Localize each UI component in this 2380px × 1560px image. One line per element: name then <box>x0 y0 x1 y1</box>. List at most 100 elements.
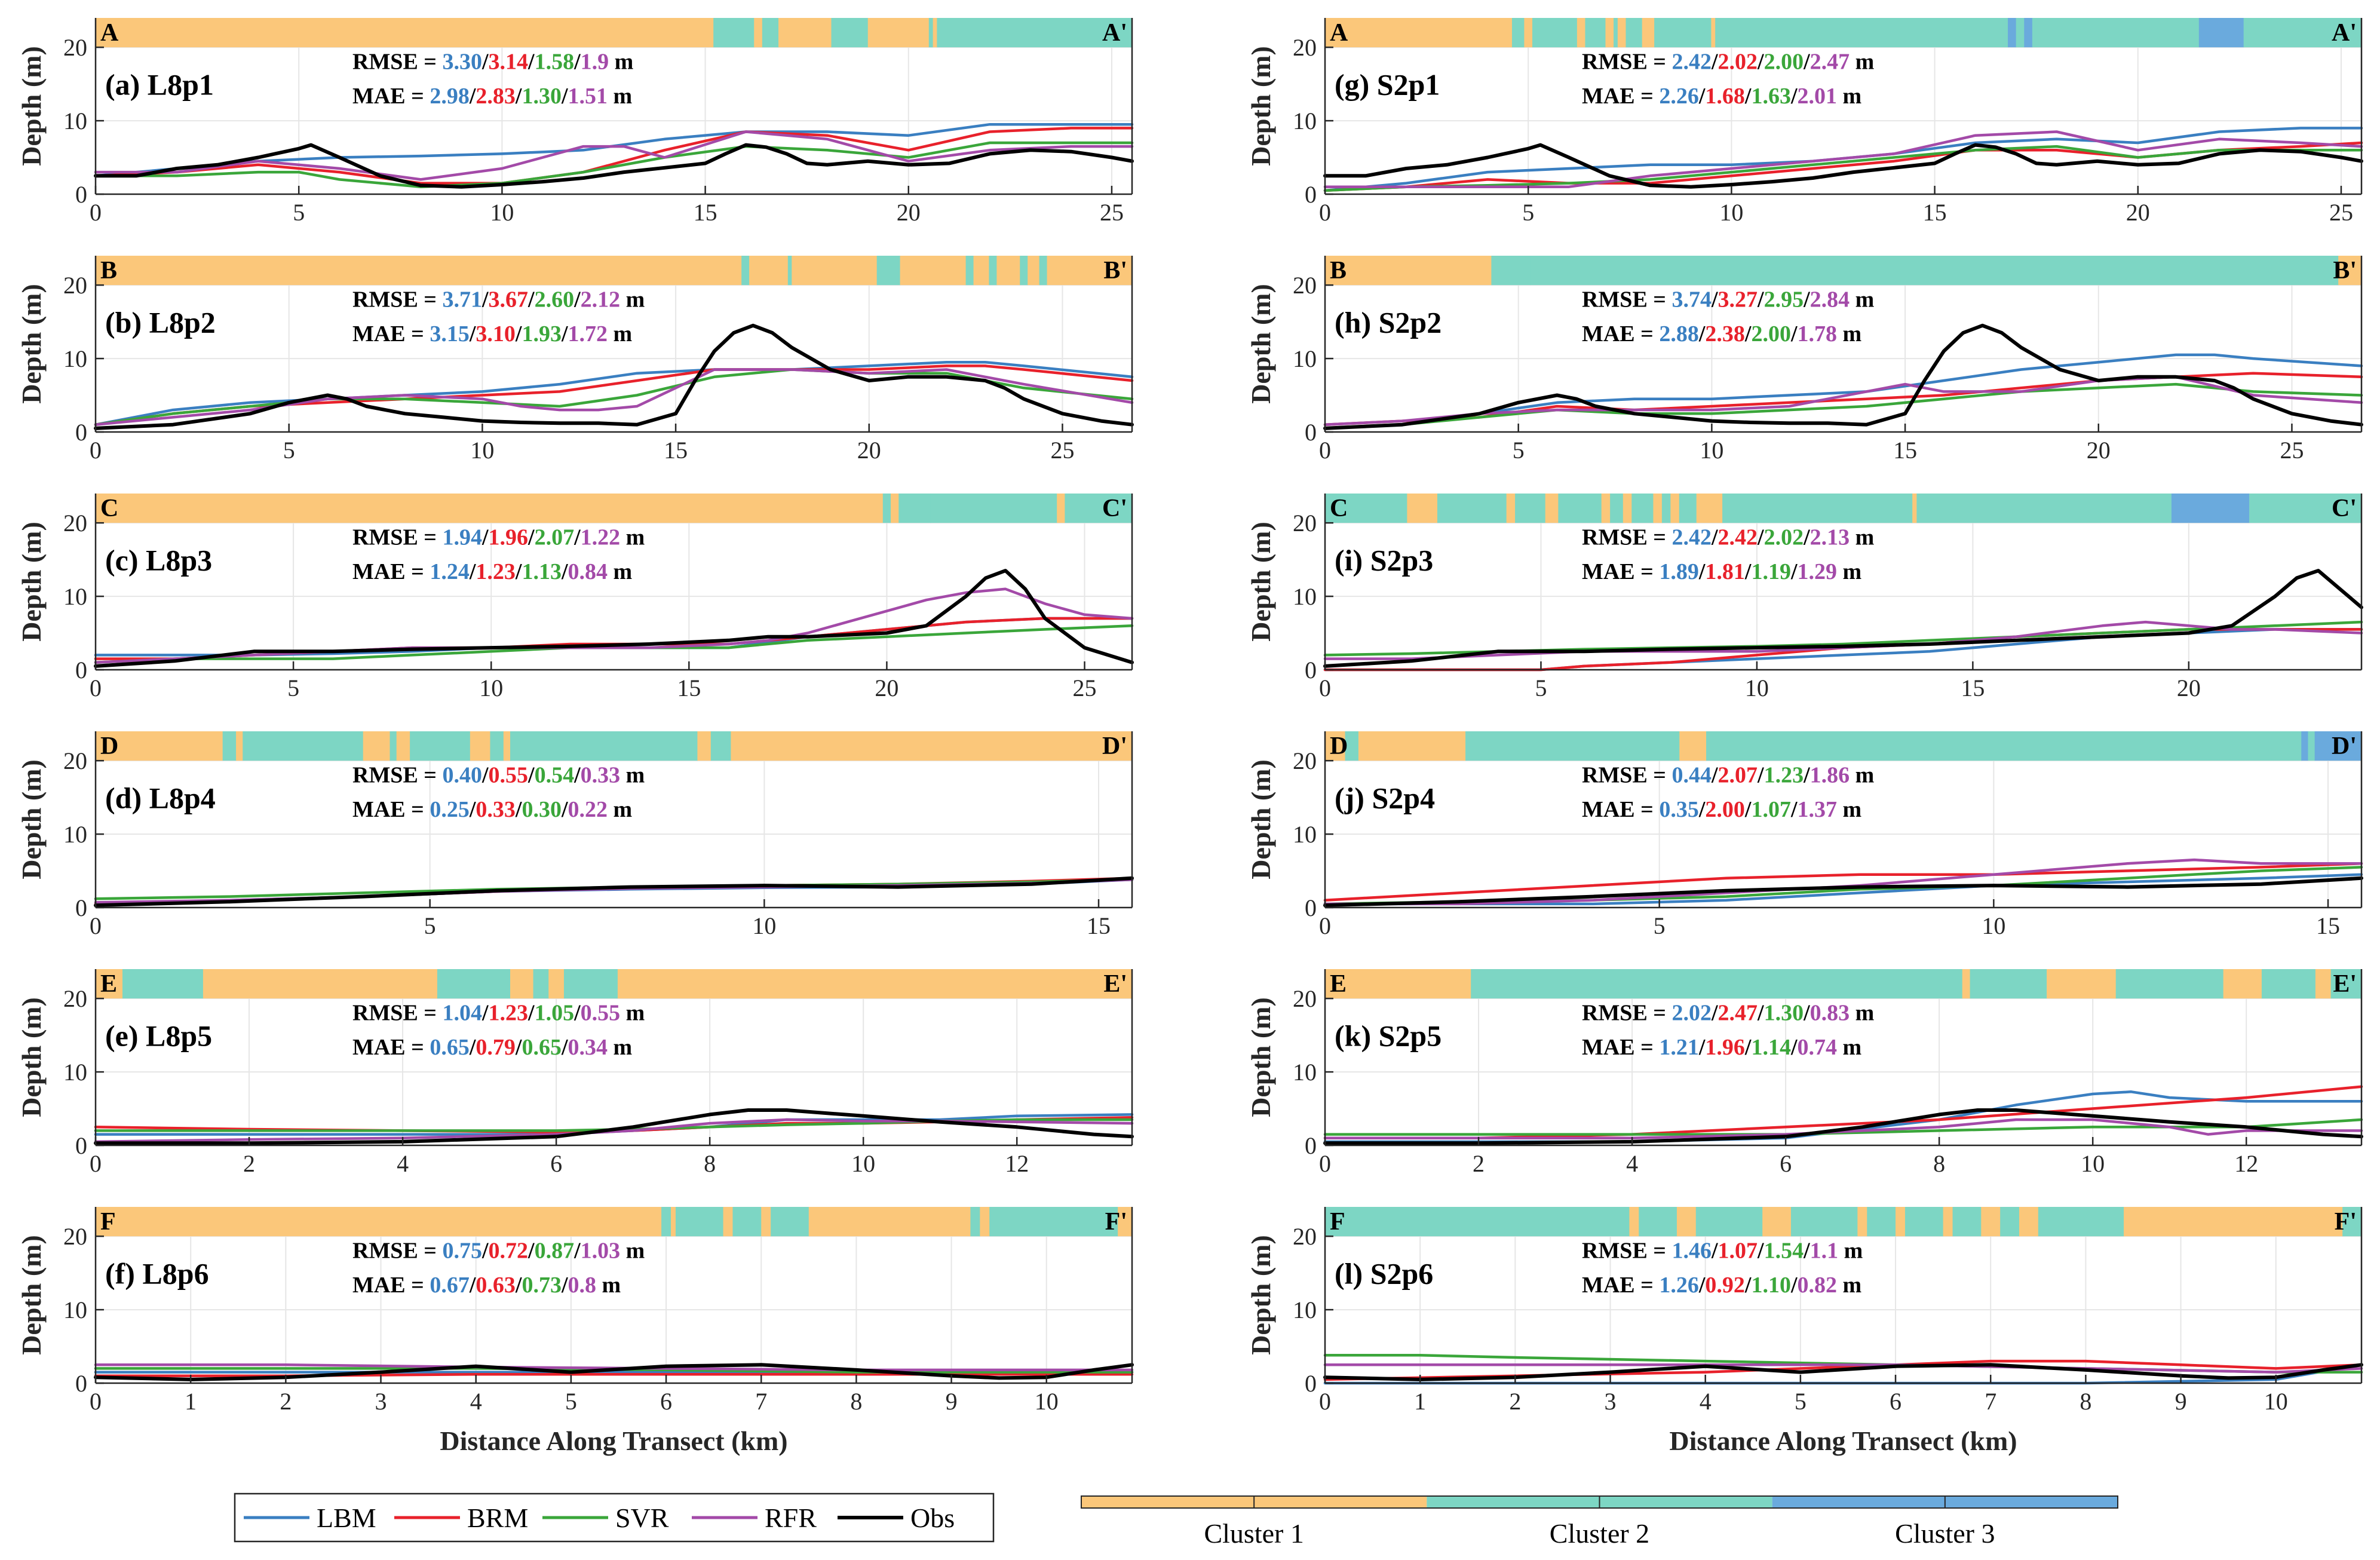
x-tick-label-f-3: 3 <box>375 1388 387 1415</box>
metric-separator: / <box>1711 1238 1718 1263</box>
rmse-value-svr: 2.07 <box>535 525 575 550</box>
series-line-f-svr <box>94 1367 1134 1374</box>
rmse-value-svr: 0.87 <box>535 1238 575 1263</box>
model-legend: LBM BRM SVR RFR Obs <box>234 1492 995 1543</box>
y-tick-label-i-2: 20 <box>1293 510 1317 537</box>
series-line-b-lbm <box>94 360 1134 426</box>
cluster-segment-h-1 <box>1491 256 1531 286</box>
transect-start-h: B <box>1330 257 1347 284</box>
metric-separator: / <box>515 1273 522 1298</box>
panel-label-b: (b) L8p2 <box>105 306 216 339</box>
metric-unit: m <box>1837 559 1861 584</box>
cluster-segment-l-16 <box>2038 1207 2124 1237</box>
x-tick-label-e-0: 0 <box>90 1150 102 1177</box>
rmse-value-lbm: 3.30 <box>442 49 482 74</box>
panel-label-i: (i) S2p3 <box>1335 544 1433 577</box>
y-tick-label-b-2: 20 <box>63 272 87 299</box>
metric-separator: / <box>527 49 535 74</box>
cluster-segment-i-4 <box>1515 494 1546 523</box>
x-tick-label-f-6: 6 <box>660 1388 672 1415</box>
x-tick-label-a-1: 5 <box>293 199 305 226</box>
transect-end-k: E' <box>2333 970 2357 998</box>
metric-separator: / <box>481 49 489 74</box>
metric-separator: / <box>573 287 581 312</box>
metric-unit: m <box>608 797 632 822</box>
metric-separator: / <box>527 287 535 312</box>
metric-unit: m <box>1837 321 1861 347</box>
cluster-segment-a-8 <box>933 18 938 48</box>
cluster-segment-g-17 <box>2032 18 2200 48</box>
mae-value-rfr: 0.74 <box>1798 1035 1838 1060</box>
series-line-a-obs <box>94 143 1134 189</box>
cluster-segment-j-0 <box>1325 731 1346 761</box>
cluster-segment-f-11 <box>989 1207 999 1237</box>
cluster-segment-j-4 <box>1679 731 1707 761</box>
transect-end-j: D' <box>2332 733 2357 760</box>
cluster-segment-i-11 <box>1653 494 1663 523</box>
cluster-segment-i-13 <box>1670 494 1680 523</box>
metric-separator: / <box>561 1273 568 1298</box>
cluster-segment-d-11 <box>510 731 698 761</box>
y-tick-label-a-0: 0 <box>75 181 87 208</box>
cluster-segment-k-6 <box>2223 969 2262 999</box>
y-tick-label-a-2: 20 <box>63 34 87 61</box>
rmse-value-brm: 1.07 <box>1718 1238 1758 1263</box>
x-tick-label-a-0: 0 <box>90 199 102 226</box>
x-tick-label-k-0: 0 <box>1319 1150 1331 1177</box>
transect-start-l: F <box>1330 1208 1345 1236</box>
metric-separator: / <box>481 1238 489 1263</box>
cluster-segment-d-0 <box>96 731 223 761</box>
rmse-value-brm: 2.42 <box>1718 525 1758 550</box>
cluster-segment-g-18 <box>2198 18 2244 48</box>
metric-separator: / <box>469 1273 476 1298</box>
rmse-text-c: RMSE = 1.94/1.96/2.07/1.22 m <box>352 525 645 550</box>
cluster-segment-g-19 <box>2243 18 2362 48</box>
metric-unit: m <box>1837 84 1861 109</box>
mae-label: MAE = <box>352 797 430 822</box>
mae-text-j: MAE = 0.35/2.00/1.07/1.37 m <box>1582 797 1861 822</box>
metric-unit: m <box>1850 49 1874 74</box>
cluster-segment-i-3 <box>1506 494 1516 523</box>
mae-value-svr: 1.30 <box>522 84 562 109</box>
cluster-segment-e-3 <box>437 969 511 999</box>
series-line-i-brm <box>1323 628 2363 672</box>
y-tick-label-a-1: 10 <box>63 108 87 134</box>
rmse-text-i: RMSE = 2.42/2.42/2.02/2.13 m <box>1582 525 1874 550</box>
mae-text-h: MAE = 2.88/2.38/2.00/1.78 m <box>1582 321 1861 347</box>
y-axis-label-k: Depth (m) <box>1246 997 1276 1117</box>
cluster-segment-g-12 <box>1711 18 1716 48</box>
y-tick-label-l-0: 0 <box>1305 1370 1317 1397</box>
y-axis-label-a: Depth (m) <box>16 46 47 166</box>
metric-separator: / <box>515 559 522 584</box>
x-tick-label-l-6: 6 <box>1890 1388 1901 1415</box>
cluster-segment-f-4 <box>723 1207 734 1237</box>
rmse-value-lbm: 3.71 <box>442 287 482 312</box>
cluster-segment-i-20 <box>2249 494 2362 523</box>
panel-c: 0 5 10 15 20 25 0 10 20 Depth (m) C C' (c) L8p3 RMSE … <box>16 494 1134 701</box>
panel-label-g: (g) S2p1 <box>1335 68 1440 102</box>
mae-value-svr: 1.19 <box>1751 559 1791 584</box>
metric-separator: / <box>481 762 489 787</box>
cluster-segment-c-1 <box>882 494 891 523</box>
series-line-g-rfr <box>1323 130 2363 188</box>
metric-separator: / <box>561 1035 568 1060</box>
panel-label-e: (e) L8p5 <box>105 1019 212 1053</box>
rmse-value-lbm: 1.46 <box>1671 1238 1712 1263</box>
mae-text-e: MAE = 0.65/0.79/0.65/0.34 m <box>352 1035 632 1060</box>
y-tick-label-g-1: 10 <box>1293 108 1317 134</box>
transect-start-j: D <box>1330 733 1348 760</box>
mae-value-brm: 3.10 <box>476 321 516 347</box>
metric-separator: / <box>573 49 581 74</box>
x-tick-label-l-10: 10 <box>2264 1388 2288 1415</box>
cluster-segment-l-17 <box>2124 1207 2343 1237</box>
cluster-segment-h-3 <box>2338 256 2362 286</box>
rmse-text-a: RMSE = 3.30/3.14/1.58/1.9 m <box>352 49 633 74</box>
cluster-segment-g-4 <box>1577 18 1586 48</box>
metric-separator: / <box>1757 762 1764 787</box>
cluster-segment-d-3 <box>243 731 364 761</box>
rmse-value-rfr: 0.83 <box>1810 1000 1850 1025</box>
rmse-label: RMSE = <box>1582 525 1671 550</box>
mae-value-lbm: 2.88 <box>1659 321 1699 347</box>
y-tick-label-f-2: 20 <box>63 1223 87 1250</box>
rmse-value-lbm: 1.04 <box>442 1000 482 1025</box>
